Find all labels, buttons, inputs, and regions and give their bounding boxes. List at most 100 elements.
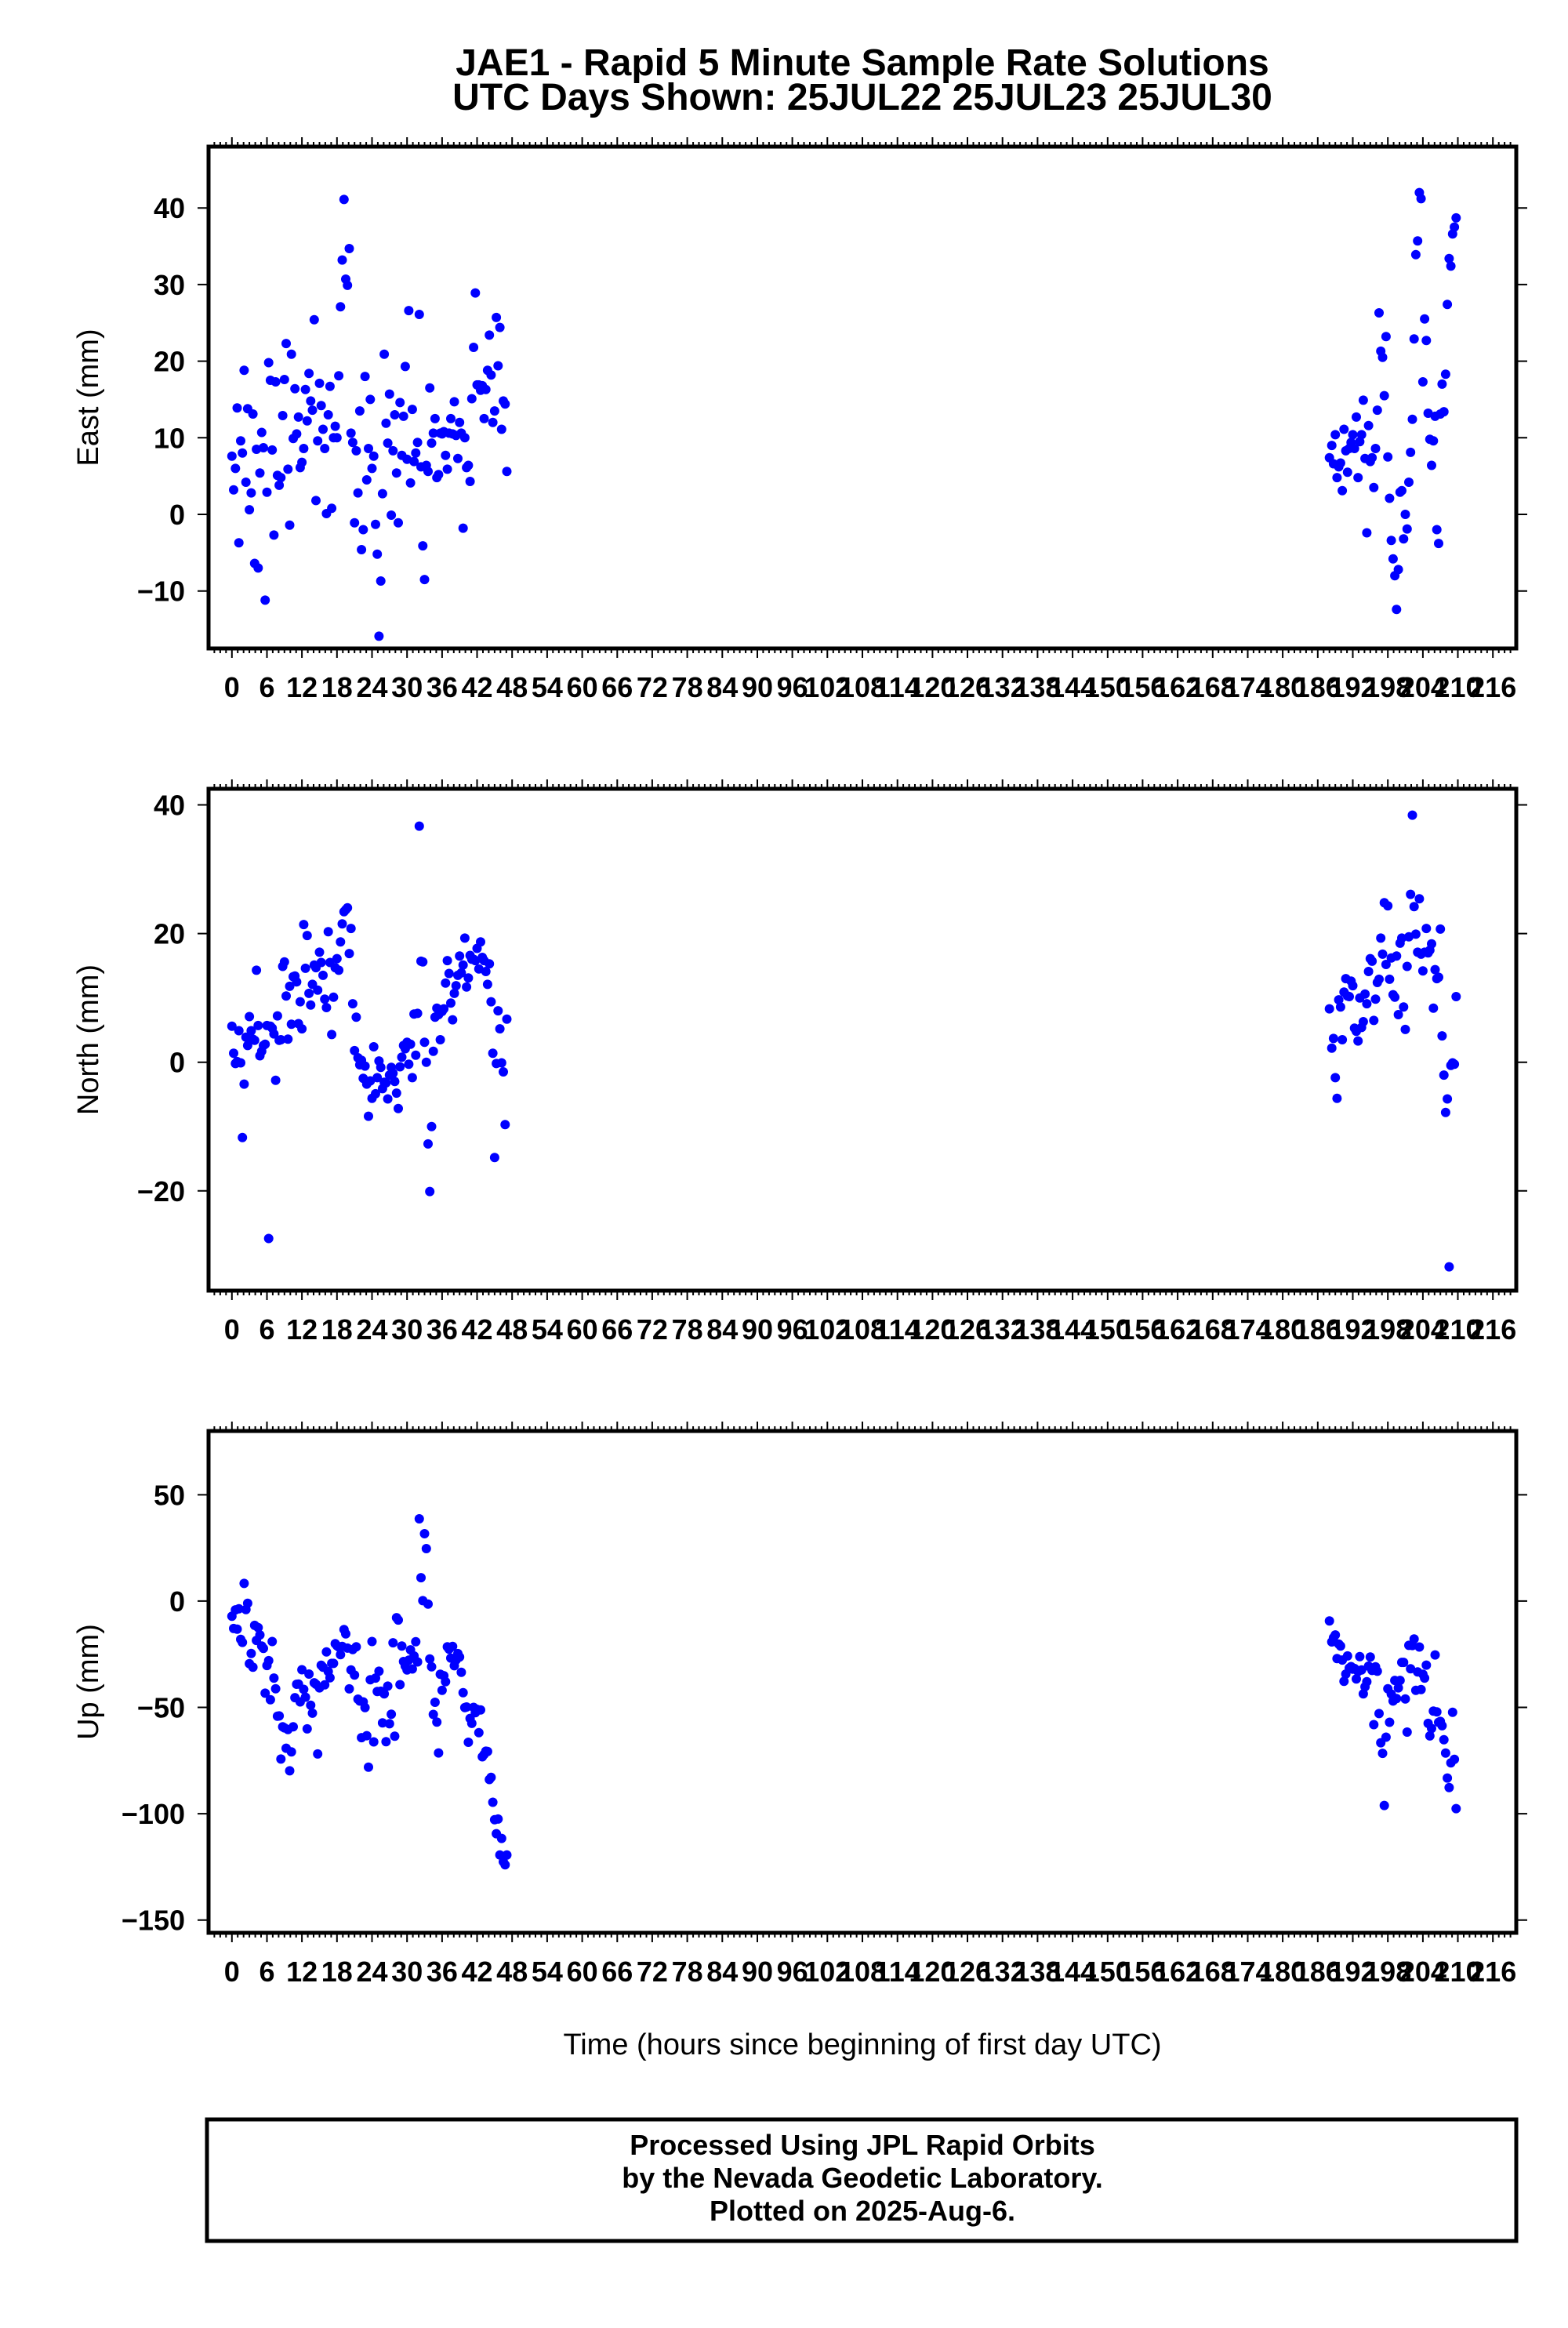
north-frame: [206, 786, 1519, 1293]
data-point: [449, 988, 459, 998]
x-tick-label: 36: [426, 671, 458, 703]
data-point: [297, 1665, 307, 1675]
data-point: [387, 1709, 397, 1720]
x-tick-label: 108: [839, 671, 886, 703]
data-point: [313, 436, 323, 446]
data-point: [444, 968, 454, 979]
x-tick-label: 6: [259, 1313, 274, 1346]
data-point: [482, 1746, 492, 1756]
data-point: [1434, 539, 1443, 549]
data-point: [295, 997, 305, 1007]
data-point: [390, 1077, 400, 1087]
data-point: [458, 1687, 468, 1698]
data-point: [1417, 377, 1428, 387]
data-point: [350, 518, 360, 528]
data-point: [493, 361, 503, 371]
data-point: [476, 1705, 485, 1715]
data-point: [337, 919, 347, 929]
data-point: [227, 1021, 237, 1031]
data-point: [1428, 436, 1439, 446]
data-point: [400, 361, 410, 372]
data-point: [263, 1655, 274, 1665]
data-point: [327, 503, 337, 514]
data-point: [434, 1748, 444, 1758]
data-point: [325, 381, 335, 391]
data-point: [446, 413, 456, 423]
data-point: [306, 1700, 316, 1710]
data-point: [462, 1702, 472, 1712]
x-tick-label: 30: [391, 671, 423, 703]
data-point: [314, 947, 325, 957]
data-point: [419, 1529, 430, 1538]
data-point: [419, 575, 430, 585]
x-tick-label: 102: [804, 1313, 851, 1346]
x-tick-label: 144: [1049, 1956, 1096, 1988]
x-tick-label: 96: [777, 671, 808, 703]
east-y-ticks: [198, 207, 1527, 592]
east-frame: [206, 144, 1519, 651]
data-point: [354, 406, 365, 416]
data-point: [434, 470, 444, 480]
data-point: [500, 1860, 510, 1870]
data-point: [1406, 447, 1416, 457]
data-point: [347, 438, 358, 448]
x-tick-label: 24: [356, 1313, 387, 1346]
x-tick-label: 54: [532, 1313, 563, 1346]
data-point: [1338, 485, 1348, 496]
data-point: [234, 1603, 244, 1614]
data-point: [390, 410, 400, 419]
data-point: [1409, 1634, 1419, 1644]
x-tick-label: 90: [742, 671, 773, 703]
data-point: [1377, 352, 1388, 362]
data-point: [246, 1648, 256, 1658]
data-point: [346, 428, 356, 438]
data-point: [1339, 1676, 1349, 1687]
data-point: [364, 1111, 373, 1121]
data-point: [492, 312, 502, 322]
data-point: [459, 933, 470, 943]
x-tick-label: 180: [1259, 1956, 1306, 1988]
data-point: [470, 956, 481, 966]
data-point: [421, 1057, 431, 1067]
data-point: [279, 957, 289, 967]
data-point: [1399, 1002, 1409, 1012]
data-point: [1339, 424, 1349, 434]
x-tick-label: 162: [1154, 1313, 1201, 1346]
y-tick-label: 0: [169, 1585, 185, 1618]
data-point: [239, 365, 249, 376]
north-x-ticks: [213, 779, 1512, 1300]
data-point: [283, 464, 293, 474]
data-point: [1390, 992, 1400, 1002]
data-point: [1353, 1036, 1363, 1046]
data-point: [1324, 1616, 1334, 1626]
data-point: [470, 288, 481, 298]
data-point: [1395, 1676, 1405, 1686]
y-tick-label: −50: [137, 1692, 185, 1724]
data-point: [463, 460, 474, 470]
data-point: [435, 1035, 445, 1044]
data-point: [306, 1000, 316, 1010]
data-point: [488, 1048, 498, 1059]
data-point: [246, 488, 256, 498]
data-point: [476, 937, 485, 947]
data-point: [1374, 308, 1384, 318]
data-point: [1369, 482, 1379, 492]
footer-line-1: Processed Using JPL Rapid Orbits: [630, 2129, 1095, 2161]
data-point: [495, 322, 505, 332]
x-tick-label: 72: [637, 1956, 668, 1988]
x-tick-label: 204: [1399, 671, 1446, 703]
data-point: [376, 576, 386, 586]
x-tick-label: 156: [1119, 671, 1166, 703]
data-point: [1446, 261, 1456, 271]
data-point: [482, 979, 492, 990]
data-point: [1427, 460, 1436, 470]
data-point: [232, 1624, 242, 1634]
data-point: [337, 255, 347, 265]
x-tick-label: 6: [259, 1956, 274, 1988]
data-point: [248, 1662, 258, 1672]
data-point: [234, 1026, 244, 1036]
y-tick-label: 0: [169, 1047, 185, 1079]
data-point: [255, 468, 265, 478]
data-point: [368, 1737, 379, 1747]
